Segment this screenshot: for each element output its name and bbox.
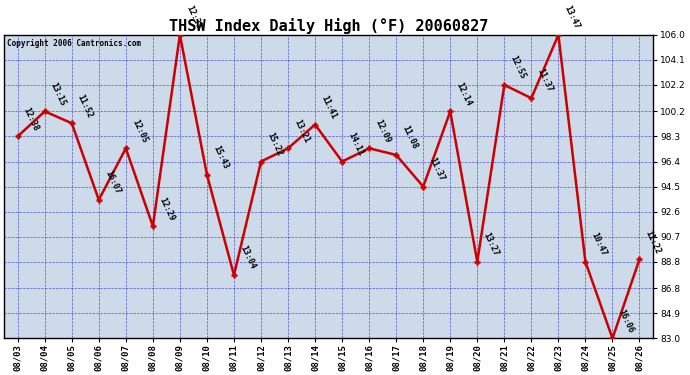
Text: 11:37: 11:37 (427, 156, 446, 182)
Text: 12:09: 12:09 (373, 118, 392, 144)
Text: 13:15: 13:15 (49, 81, 68, 107)
Text: 13:21: 13:21 (292, 118, 311, 144)
Text: 16:07: 16:07 (103, 169, 121, 196)
Text: 13:27: 13:27 (482, 231, 500, 258)
Text: 11:41: 11:41 (319, 94, 338, 120)
Text: Copyright 2006 Cantronics.com: Copyright 2006 Cantronics.com (8, 39, 141, 48)
Text: 15:43: 15:43 (211, 144, 230, 171)
Title: THSW Index Daily High (°F) 20060827: THSW Index Daily High (°F) 20060827 (169, 18, 489, 34)
Text: 13:04: 13:04 (238, 244, 257, 271)
Text: 12:14: 12:14 (455, 81, 473, 107)
Text: 12:55: 12:55 (509, 54, 527, 81)
Text: 12:33: 12:33 (184, 4, 203, 31)
Text: 15:22: 15:22 (265, 131, 284, 158)
Text: 14:11: 14:11 (346, 131, 365, 158)
Text: 10:47: 10:47 (589, 231, 609, 258)
Text: 11:52: 11:52 (76, 93, 95, 119)
Text: 13:47: 13:47 (562, 4, 581, 31)
Text: 11:22: 11:22 (644, 229, 662, 255)
Text: 11:08: 11:08 (400, 124, 419, 151)
Text: 12:29: 12:29 (157, 196, 176, 222)
Text: 12:38: 12:38 (22, 106, 41, 132)
Text: 12:05: 12:05 (130, 118, 149, 144)
Text: 11:37: 11:37 (535, 68, 554, 94)
Text: 16:06: 16:06 (617, 308, 635, 334)
